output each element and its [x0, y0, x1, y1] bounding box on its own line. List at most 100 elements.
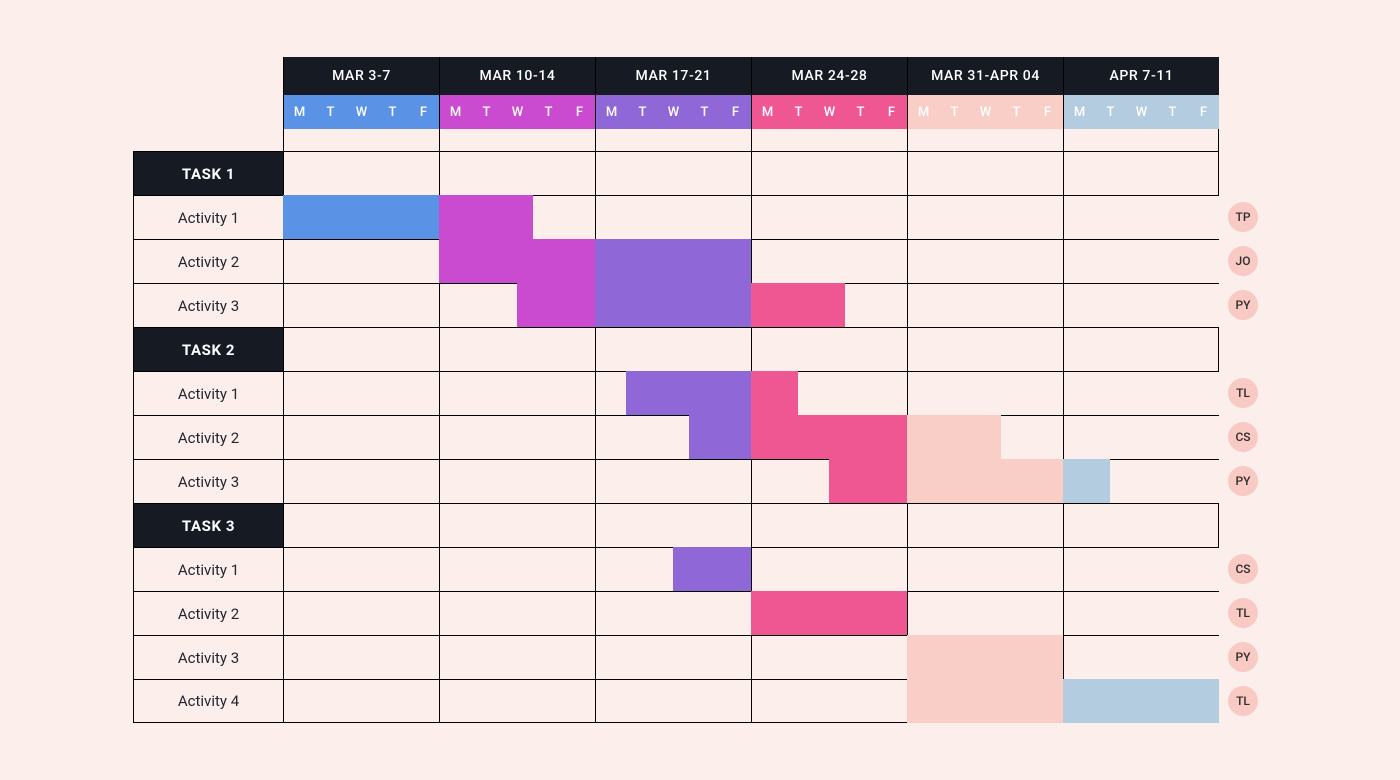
grid-cell	[283, 283, 439, 327]
assignee-cell	[1219, 503, 1267, 547]
activity-label	[133, 129, 283, 151]
day-label: T	[1095, 95, 1126, 129]
grid-cell	[1063, 195, 1219, 239]
grid-cell	[907, 591, 1063, 635]
grid-cell	[1063, 635, 1219, 679]
assignee-cell: PY	[1219, 635, 1267, 679]
week-header: MAR 3-7	[283, 57, 439, 95]
assignee-cell: PY	[1219, 283, 1267, 327]
grid-cell	[595, 503, 751, 547]
grid-cell	[1063, 239, 1219, 283]
activity-row: Activity 1TP	[133, 195, 1267, 239]
activity-row: Activity 1 CS	[133, 547, 1267, 591]
grid-cell	[439, 547, 595, 591]
week-days: MTWTF	[439, 95, 595, 129]
header-corner	[133, 95, 283, 129]
grid-cell	[283, 591, 439, 635]
grid-cell	[907, 283, 1063, 327]
header-trailing-spacer	[1219, 95, 1267, 129]
assignee-cell: PY	[1219, 459, 1267, 503]
grid-cell	[751, 635, 907, 679]
day-label: F	[408, 95, 439, 129]
day-label: T	[1001, 95, 1032, 129]
grid-cell	[439, 503, 595, 547]
activity-row: Activity 3 PY	[133, 283, 1267, 327]
day-label: F	[1188, 95, 1219, 129]
assignee-cell	[1219, 129, 1267, 151]
grid-cell	[907, 547, 1063, 591]
assignee-badge: CS	[1228, 422, 1258, 452]
task-label: TASK 2	[133, 327, 283, 371]
activity-row: Activity 2 JO	[133, 239, 1267, 283]
assignee-badge: PY	[1228, 466, 1258, 496]
grid-cell	[283, 459, 439, 503]
day-label: M	[908, 95, 939, 129]
grid-cell	[1063, 283, 1219, 327]
assignee-badge: PY	[1228, 642, 1258, 672]
day-label: W	[814, 95, 845, 129]
activity-label: Activity 1	[133, 547, 283, 591]
grid-cell	[907, 503, 1063, 547]
day-label: W	[658, 95, 689, 129]
grid-cell	[439, 591, 595, 635]
grid-cell	[751, 195, 907, 239]
task-label: TASK 1	[133, 151, 283, 195]
grid-cell	[439, 239, 595, 283]
day-label: T	[471, 95, 502, 129]
grid-cell	[751, 239, 907, 283]
activity-label: Activity 1	[133, 195, 283, 239]
assignee-cell: CS	[1219, 415, 1267, 459]
grid-cell	[907, 679, 1063, 723]
activity-label: Activity 1	[133, 371, 283, 415]
grid-cell	[1063, 503, 1219, 547]
grid-cell	[595, 151, 751, 195]
grid-cell	[595, 195, 751, 239]
grid-cell	[907, 635, 1063, 679]
grid-cell	[1063, 327, 1219, 371]
activity-label: Activity 3	[133, 283, 283, 327]
week-days: MTWTF	[283, 95, 439, 129]
activity-label: Activity 2	[133, 239, 283, 283]
assignee-cell: JO	[1219, 239, 1267, 283]
task-row: TASK 1	[133, 151, 1267, 195]
activity-row: Activity 4TL	[133, 679, 1267, 723]
day-label: W	[346, 95, 377, 129]
grid-cell	[595, 327, 751, 371]
grid-cell	[751, 129, 907, 151]
grid-cell	[595, 415, 751, 459]
grid-cell	[439, 327, 595, 371]
grid-cell	[439, 129, 595, 151]
header-trailing-spacer	[1219, 57, 1267, 95]
grid-cell	[1063, 459, 1219, 503]
grid-cell	[1063, 129, 1219, 151]
grid-cell	[751, 327, 907, 371]
activity-label: Activity 4	[133, 679, 283, 723]
grid-cell	[1063, 371, 1219, 415]
activity-label: Activity 3	[133, 635, 283, 679]
day-label: T	[1157, 95, 1188, 129]
grid-cell	[595, 679, 751, 723]
assignee-badge: CS	[1228, 554, 1258, 584]
grid-cell	[1063, 547, 1219, 591]
assignee-cell: TL	[1219, 591, 1267, 635]
grid-cell	[751, 679, 907, 723]
grid-cell	[595, 371, 751, 415]
grid-cell	[439, 283, 595, 327]
activity-label: Activity 3	[133, 459, 283, 503]
grid-cell	[907, 151, 1063, 195]
week-header: MAR 17-21	[595, 57, 751, 95]
grid-cell	[283, 151, 439, 195]
grid-cell	[595, 459, 751, 503]
grid-cell	[751, 459, 907, 503]
day-label: W	[1126, 95, 1157, 129]
day-label: M	[752, 95, 783, 129]
week-days: MTWTF	[907, 95, 1063, 129]
grid-cell	[439, 371, 595, 415]
assignee-cell	[1219, 151, 1267, 195]
grid-cell	[907, 459, 1063, 503]
activity-row: Activity 1TL	[133, 371, 1267, 415]
grid-cell	[907, 415, 1063, 459]
grid-cell	[907, 371, 1063, 415]
day-label: F	[720, 95, 751, 129]
grid-cell	[283, 415, 439, 459]
